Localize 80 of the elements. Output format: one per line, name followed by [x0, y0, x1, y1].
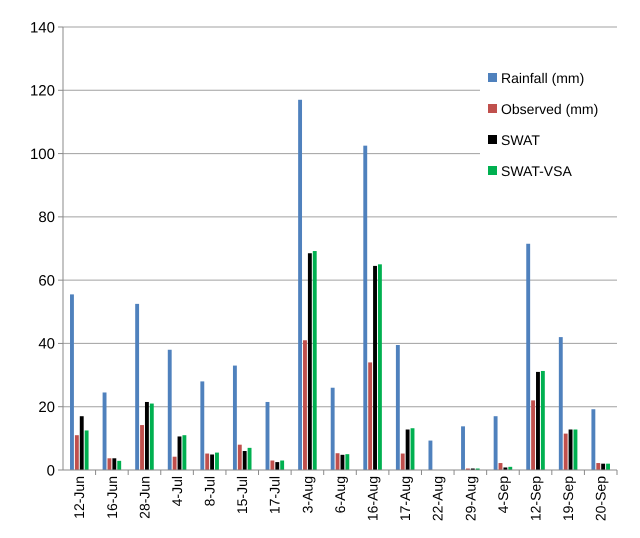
- legend-label: Observed (mm): [501, 100, 598, 117]
- legend-label: Rainfall (mm): [501, 70, 584, 86]
- bar: [70, 294, 74, 470]
- bar: [242, 451, 247, 470]
- bar: [336, 453, 340, 470]
- bar: [232, 366, 237, 470]
- legend-label: SWAT-VSA: [501, 162, 572, 179]
- y-tick-label: 140: [30, 19, 55, 36]
- bar: [345, 454, 350, 470]
- x-tick-label: 6-Aug: [332, 476, 348, 514]
- bar: [135, 304, 140, 470]
- bar: [410, 428, 414, 470]
- x-tick-label: 28-Jun: [136, 476, 152, 519]
- bar: [102, 392, 106, 470]
- x-tick-label: 17-Jul: [266, 476, 283, 514]
- bar: [112, 458, 116, 470]
- bar: [200, 381, 204, 470]
- y-tick-label: 120: [30, 82, 55, 100]
- y-tick-label: 60: [38, 272, 55, 290]
- bar: [312, 251, 317, 470]
- x-tick-label: 22-Aug: [430, 476, 446, 522]
- bar: [461, 426, 465, 470]
- bar: [280, 460, 284, 470]
- bar: [568, 429, 573, 470]
- bar: [558, 337, 563, 470]
- bar: [340, 454, 344, 470]
- x-tick-label: 16-Jun: [104, 476, 120, 519]
- bar: [536, 372, 540, 470]
- x-tick-label: 16-Aug: [364, 476, 380, 522]
- bar: [498, 463, 502, 470]
- bar: [601, 464, 606, 470]
- bar: [308, 253, 312, 470]
- bar: [172, 456, 177, 470]
- x-tick-label: 12-Jun: [71, 476, 88, 519]
- bar: [494, 416, 498, 470]
- bar: [396, 345, 400, 470]
- x-tick-label: 29-Aug: [462, 476, 478, 522]
- bar: [215, 452, 219, 470]
- bar: [178, 436, 182, 470]
- x-tick-label: 17-Aug: [397, 476, 414, 522]
- bar: [248, 448, 252, 470]
- bar: [140, 425, 144, 470]
- y-tick-label: 80: [38, 209, 55, 226]
- bar: [368, 362, 372, 470]
- bar: [330, 388, 335, 470]
- bar: [270, 460, 274, 470]
- bar: [564, 434, 568, 470]
- bar: [373, 266, 377, 470]
- legend-label: SWAT: [501, 132, 540, 148]
- bar: [526, 244, 530, 470]
- x-tick-label: 15-Jul: [234, 476, 250, 514]
- bar: [378, 264, 382, 470]
- x-tick-label: 8-Jul: [202, 476, 218, 506]
- x-tick-label: 12-Sep: [527, 476, 544, 522]
- bar: [107, 458, 112, 470]
- x-tick-label: 3-Aug: [299, 476, 316, 514]
- bar: [210, 454, 214, 470]
- x-tick-label: 20-Sep: [592, 476, 609, 522]
- bar: [406, 429, 410, 470]
- y-tick-label: 20: [38, 398, 55, 416]
- bar: [574, 429, 578, 470]
- bar: [606, 464, 610, 470]
- y-tick-label: 40: [38, 336, 55, 353]
- bar: [531, 400, 536, 470]
- x-tick-label: 4-Jul: [168, 476, 185, 506]
- bar: [266, 402, 270, 470]
- bar: [84, 430, 89, 470]
- x-tick-label: 19-Sep: [560, 476, 576, 522]
- bar: [298, 100, 302, 470]
- bar: [182, 435, 186, 470]
- bar: [74, 435, 79, 470]
- bar: [303, 340, 307, 470]
- bar: [144, 402, 149, 470]
- bar: [540, 370, 545, 470]
- y-tick-label: 0: [46, 462, 55, 480]
- bar: [591, 409, 596, 470]
- x-tick-label: 4-Sep: [494, 476, 511, 514]
- y-tick-label: 100: [30, 146, 55, 163]
- bar: [428, 440, 432, 470]
- bar: [363, 146, 368, 470]
